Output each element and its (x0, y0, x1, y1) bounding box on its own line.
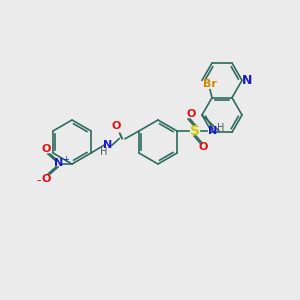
Text: N: N (103, 140, 112, 150)
Text: N: N (208, 126, 218, 136)
Text: O: O (41, 174, 51, 184)
Text: N: N (242, 74, 252, 87)
Text: H: H (218, 123, 225, 133)
Text: O: O (41, 144, 51, 154)
Text: Br: Br (203, 79, 217, 89)
Text: O: O (112, 121, 121, 131)
Text: S: S (190, 124, 200, 138)
Text: -: - (37, 175, 41, 188)
Text: O: O (198, 142, 208, 152)
Text: O: O (186, 109, 196, 119)
Text: +: + (63, 154, 69, 164)
Text: H: H (100, 147, 107, 157)
Text: N: N (54, 158, 64, 168)
